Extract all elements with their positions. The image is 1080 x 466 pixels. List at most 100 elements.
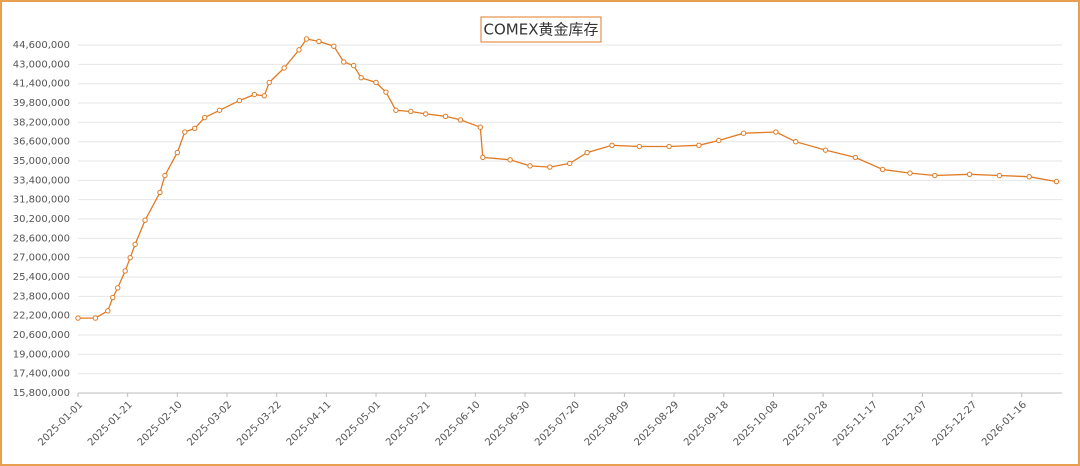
y-tick-label: 33,400,000 (13, 175, 70, 186)
point (609, 142, 615, 149)
point (162, 172, 168, 179)
point (1053, 178, 1060, 185)
point (331, 43, 337, 49)
point (341, 59, 347, 65)
point (408, 108, 414, 115)
point (822, 147, 829, 153)
point (132, 241, 138, 248)
y-tick-label: 15,800,000 (13, 388, 70, 399)
y-tick-label: 31,800,000 (13, 195, 70, 206)
point (793, 138, 799, 145)
x-tick-label: 2025-03-22 (235, 399, 284, 448)
point (201, 114, 208, 121)
point (422, 111, 429, 117)
y-tick-label: 30,200,000 (13, 214, 70, 225)
point (75, 315, 81, 321)
point (316, 38, 322, 45)
point (457, 117, 464, 123)
y-tick-label: 23,800,000 (13, 291, 70, 302)
point (567, 160, 573, 167)
x-tick-label: 2025-12-27 (930, 399, 979, 448)
point (442, 113, 449, 120)
point (480, 154, 486, 161)
point (281, 65, 287, 71)
title-box (480, 16, 602, 43)
point (852, 154, 859, 161)
x-tick-label: 2025-01-01 (36, 399, 85, 448)
y-tick-label: 17,400,000 (13, 369, 70, 380)
point (110, 294, 116, 301)
point (251, 91, 258, 98)
x-tick-label: 2025-04-11 (285, 399, 334, 448)
point (122, 268, 128, 274)
point (907, 170, 913, 176)
point (261, 93, 267, 99)
point (584, 149, 590, 156)
point (383, 89, 389, 95)
point (636, 143, 642, 150)
point (127, 254, 133, 261)
y-tick-label: 43,000,000 (13, 59, 70, 70)
point (696, 142, 702, 149)
y-tick-label: 22,200,000 (13, 311, 70, 322)
x-tick-label: 2025-10-28 (781, 399, 830, 448)
x-tick-label: 2025-05-21 (384, 399, 433, 448)
point (105, 308, 111, 314)
point (174, 149, 181, 156)
y-tick-label: 36,600,000 (13, 137, 70, 148)
y-tick-label: 38,200,000 (13, 117, 70, 128)
point (527, 163, 533, 169)
y-tick-label: 39,800,000 (13, 98, 70, 109)
point (373, 79, 379, 86)
x-tick-label: 2025-12-07 (881, 399, 930, 448)
point (740, 130, 747, 136)
point (303, 36, 310, 42)
y-tick-label: 20,600,000 (13, 330, 70, 341)
x-tick-label: 2025-10-08 (732, 399, 781, 448)
point (192, 125, 198, 132)
x-tick-label: 2025-11-17 (831, 399, 880, 448)
point (547, 164, 553, 170)
point (477, 124, 484, 130)
point (296, 47, 302, 53)
y-tick-label: 19,000,000 (13, 349, 70, 360)
point (157, 189, 163, 196)
x-tick-label: 2025-02-10 (136, 399, 185, 448)
x-tick-label: 2025-08-09 (583, 399, 632, 448)
y-tick-label: 27,000,000 (13, 253, 70, 264)
point (216, 107, 223, 113)
point (182, 129, 188, 135)
point (666, 143, 672, 150)
x-tick-label: 2025-01-21 (86, 399, 135, 448)
y-tick-label: 28,600,000 (13, 233, 70, 244)
point (358, 74, 364, 81)
x-tick-label: 2025-08-29 (632, 399, 681, 448)
x-tick-label: 2025-06-30 (483, 399, 532, 448)
y-tick-label: 41,400,000 (13, 79, 70, 90)
point (393, 107, 399, 113)
x-tick-label: 2026-01-16 (980, 399, 1029, 448)
point (1026, 174, 1032, 180)
x-tick-label: 2025-03-02 (185, 399, 234, 448)
series-line (78, 38, 1057, 319)
y-tick-label: 25,400,000 (13, 272, 70, 283)
point (92, 315, 99, 321)
y-tick-label: 35,000,000 (13, 156, 70, 167)
point (350, 62, 357, 69)
point (879, 166, 886, 173)
x-tick-label: 2025-06-10 (434, 399, 483, 448)
point (932, 172, 938, 179)
point (266, 79, 272, 86)
point (115, 285, 121, 291)
point (142, 217, 148, 223)
x-tick-label: 2025-09-18 (682, 399, 731, 448)
point (773, 129, 779, 135)
point (966, 171, 973, 178)
point (507, 157, 513, 163)
x-tick-label: 2025-05-01 (334, 399, 383, 448)
x-tick-label: 2025-07-20 (533, 399, 582, 448)
point (996, 172, 1003, 179)
point (236, 97, 243, 104)
y-tick-label: 44,600,000 (13, 40, 70, 51)
